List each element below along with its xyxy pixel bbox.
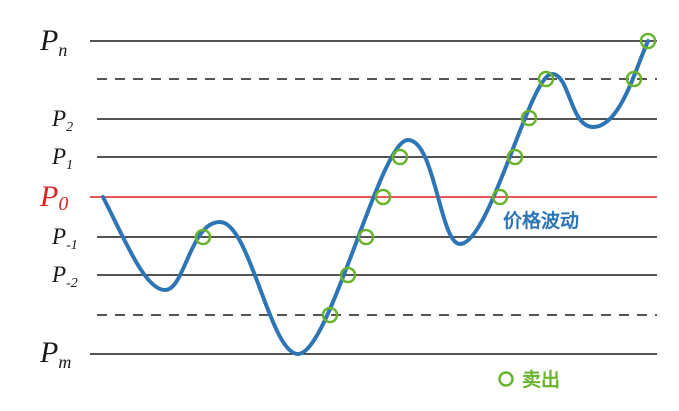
label-sub: n (58, 40, 67, 60)
level-label: Pn (39, 24, 67, 60)
sell-point (391, 148, 409, 166)
level-label: Pm (39, 336, 71, 372)
sell-point (639, 32, 657, 50)
sell-point (321, 306, 339, 324)
label-base: P (51, 106, 66, 131)
label-sub: m (58, 352, 71, 372)
label-base: P (39, 336, 58, 369)
sell-point (194, 228, 212, 246)
label-base: P (51, 262, 66, 287)
sell-point (537, 70, 555, 88)
level-label: P0 (39, 180, 68, 215)
sell-points (194, 32, 657, 324)
legend-label: 卖出 (522, 368, 560, 391)
level-label: P1 (51, 144, 73, 173)
sell-point (625, 70, 643, 88)
label-base: P (39, 180, 58, 213)
label-base: P (51, 224, 66, 249)
sell-point (520, 109, 538, 127)
label-base: P (51, 144, 66, 169)
label-base: P (39, 24, 58, 57)
sell-point (491, 188, 509, 206)
sell-point (374, 188, 392, 206)
price-curve (101, 39, 650, 357)
curve-label: 价格波动 (503, 209, 579, 232)
level-label: P-1 (51, 224, 78, 253)
label-sub: 1 (66, 158, 73, 173)
level-label: P2 (51, 106, 73, 135)
label-sub: 0 (58, 193, 68, 215)
level-label: P-2 (51, 262, 78, 291)
label-sub: 2 (66, 120, 73, 135)
label-sub: -1 (66, 238, 78, 253)
label-sub: -2 (66, 276, 78, 291)
sell-point (357, 228, 375, 246)
sell-point (339, 266, 357, 284)
sell-point (506, 148, 524, 166)
legend-marker (498, 371, 514, 387)
